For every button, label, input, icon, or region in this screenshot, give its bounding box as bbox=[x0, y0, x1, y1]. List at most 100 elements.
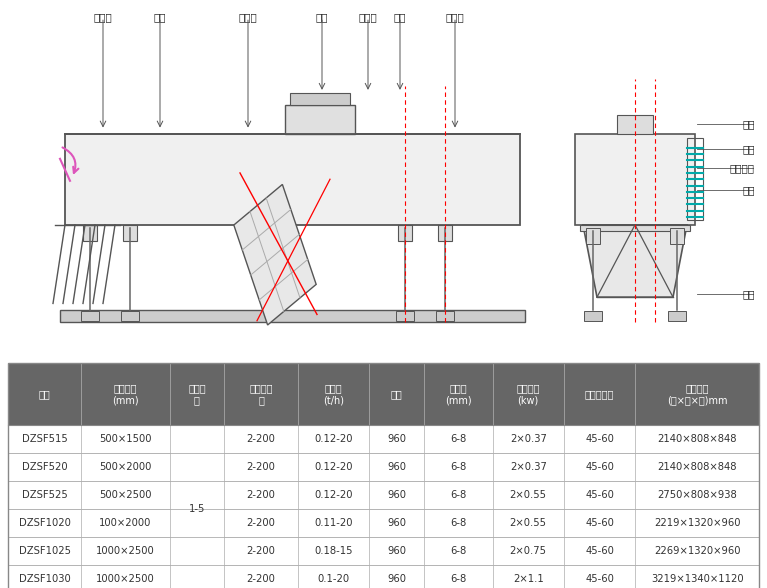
Text: 0.18-15: 0.18-15 bbox=[314, 546, 353, 556]
Bar bbox=[423, 481, 492, 509]
Bar bbox=[224, 509, 298, 537]
Text: 1000×2500: 1000×2500 bbox=[96, 546, 155, 556]
Bar bbox=[369, 537, 423, 565]
Bar bbox=[564, 363, 635, 425]
Text: 2×0.37: 2×0.37 bbox=[510, 462, 547, 472]
Text: 1000×2500: 1000×2500 bbox=[96, 574, 155, 584]
Text: 底腿: 底腿 bbox=[742, 289, 755, 299]
Text: 960: 960 bbox=[387, 490, 406, 500]
Bar bbox=[65, 133, 520, 225]
Text: 0.12-20: 0.12-20 bbox=[314, 490, 353, 500]
Text: 2140×808×848: 2140×808×848 bbox=[657, 462, 737, 472]
Bar bbox=[81, 453, 170, 481]
Bar bbox=[81, 311, 99, 320]
Bar bbox=[564, 509, 635, 537]
Bar bbox=[586, 228, 600, 243]
Bar bbox=[81, 481, 170, 509]
Text: 2-200: 2-200 bbox=[246, 434, 275, 444]
Text: 2-200: 2-200 bbox=[246, 574, 275, 584]
Text: 0.12-20: 0.12-20 bbox=[314, 434, 353, 444]
Bar bbox=[290, 93, 350, 105]
Bar bbox=[436, 311, 454, 320]
Text: 上弹簧座: 上弹簧座 bbox=[730, 163, 755, 173]
Bar bbox=[170, 363, 224, 425]
Text: 出料口: 出料口 bbox=[94, 12, 113, 22]
Bar bbox=[298, 565, 369, 588]
Bar bbox=[584, 311, 602, 320]
Text: 960: 960 bbox=[387, 434, 406, 444]
Text: 2×1.1: 2×1.1 bbox=[513, 574, 544, 584]
Text: 960: 960 bbox=[387, 462, 406, 472]
Text: 960: 960 bbox=[387, 546, 406, 556]
Bar bbox=[564, 537, 635, 565]
Bar bbox=[369, 453, 423, 481]
Bar bbox=[81, 509, 170, 537]
Text: 500×1500: 500×1500 bbox=[99, 434, 152, 444]
Text: DZSF515: DZSF515 bbox=[21, 434, 67, 444]
Text: 3219×1340×1120: 3219×1340×1120 bbox=[651, 574, 743, 584]
Bar bbox=[635, 537, 759, 565]
Text: 振动方向角: 振动方向角 bbox=[584, 389, 614, 399]
Text: 0.1-20: 0.1-20 bbox=[318, 574, 350, 584]
Text: 筛面尺寸
(mm): 筛面尺寸 (mm) bbox=[112, 383, 139, 406]
Text: 筛面层
数: 筛面层 数 bbox=[188, 383, 206, 406]
Text: 1-5: 1-5 bbox=[189, 504, 205, 514]
Bar bbox=[298, 537, 369, 565]
Text: 2140×808×848: 2140×808×848 bbox=[657, 434, 737, 444]
Bar bbox=[224, 537, 298, 565]
Polygon shape bbox=[583, 225, 687, 297]
Bar bbox=[492, 537, 564, 565]
Bar bbox=[687, 138, 703, 220]
Text: 筛框: 筛框 bbox=[742, 119, 755, 129]
Bar bbox=[396, 311, 414, 320]
Bar bbox=[492, 425, 564, 453]
Bar bbox=[224, 363, 298, 425]
Text: 45-60: 45-60 bbox=[585, 518, 614, 528]
Bar bbox=[423, 425, 492, 453]
Bar bbox=[224, 481, 298, 509]
Text: 处理量
(t/h): 处理量 (t/h) bbox=[323, 383, 344, 406]
Bar bbox=[564, 565, 635, 588]
Bar bbox=[369, 565, 423, 588]
Bar bbox=[635, 509, 759, 537]
Text: 筛体: 筛体 bbox=[153, 12, 166, 22]
Bar bbox=[438, 225, 452, 240]
Bar bbox=[298, 453, 369, 481]
Bar bbox=[81, 425, 170, 453]
Bar bbox=[617, 115, 653, 133]
Text: 960: 960 bbox=[387, 518, 406, 528]
Text: 进料口: 进料口 bbox=[446, 12, 464, 22]
Text: 6-8: 6-8 bbox=[450, 462, 466, 472]
Text: DZSF520: DZSF520 bbox=[21, 462, 67, 472]
Bar bbox=[83, 225, 97, 240]
Bar bbox=[635, 453, 759, 481]
Bar bbox=[398, 225, 412, 240]
Bar bbox=[492, 363, 564, 425]
Text: 6-8: 6-8 bbox=[450, 518, 466, 528]
Text: 2219×1320×960: 2219×1320×960 bbox=[654, 518, 740, 528]
Bar bbox=[635, 565, 759, 588]
Text: 45-60: 45-60 bbox=[585, 434, 614, 444]
Text: 2×0.55: 2×0.55 bbox=[510, 490, 547, 500]
Text: DZSF525: DZSF525 bbox=[21, 490, 67, 500]
Bar bbox=[369, 509, 423, 537]
Text: 2-200: 2-200 bbox=[246, 518, 275, 528]
Text: 6-8: 6-8 bbox=[450, 434, 466, 444]
Text: 电机: 电机 bbox=[393, 12, 407, 22]
Bar bbox=[8, 565, 81, 588]
Bar bbox=[564, 453, 635, 481]
Text: 弹簧: 弹簧 bbox=[742, 185, 755, 195]
Text: 振次: 振次 bbox=[390, 389, 403, 399]
Bar bbox=[492, 453, 564, 481]
Text: 6-8: 6-8 bbox=[450, 546, 466, 556]
Bar bbox=[285, 105, 355, 133]
Bar bbox=[423, 565, 492, 588]
Text: 45-60: 45-60 bbox=[585, 574, 614, 584]
Text: 电机功率
(kw): 电机功率 (kw) bbox=[516, 383, 540, 406]
Bar bbox=[369, 481, 423, 509]
Bar bbox=[8, 453, 81, 481]
Bar bbox=[423, 509, 492, 537]
Bar bbox=[224, 425, 298, 453]
Bar bbox=[8, 537, 81, 565]
Text: 2750×808×938: 2750×808×938 bbox=[657, 490, 737, 500]
